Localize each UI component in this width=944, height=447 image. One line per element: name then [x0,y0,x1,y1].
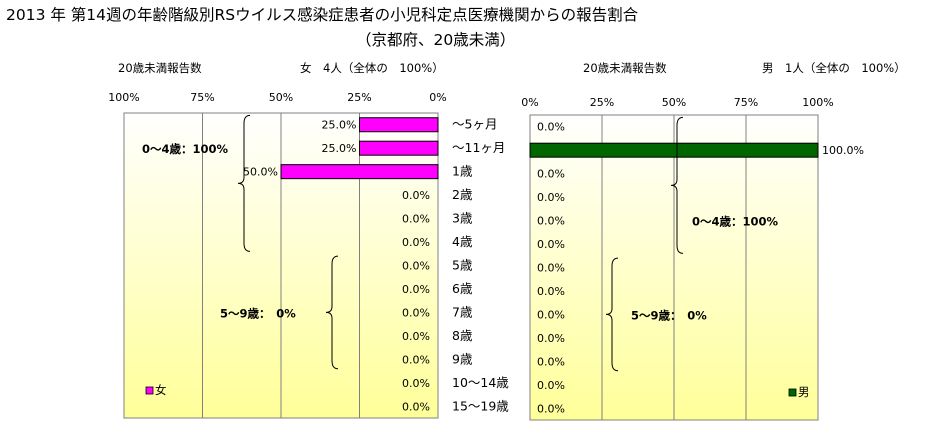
male-bar [529,142,819,158]
chart-title: 2013 年 第14週の年齢階級別RSウイルス感染症患者の小児科定点医療機関から… [6,6,639,24]
female-value-label: 0.0% [402,283,430,296]
male-value-label: 0.0% [537,308,565,321]
chart-subtitle: （京都府、20歳未満） [356,31,515,49]
right-annotation-5-9: 5～9歳： 0% [631,308,707,322]
female-value-label: 0.0% [402,189,430,202]
right-annotation-0-4: 0～4歳：100% [692,215,779,229]
left-tick-label: 75% [190,91,214,104]
male-value-label: 100.0% [822,144,864,157]
female-value-label: 0.0% [402,400,430,413]
category-label: 2歳 [452,187,473,202]
female-value-label: 25.0% [322,142,357,155]
category-label: 15～19歳 [452,398,509,413]
left-tick-label: 25% [347,91,371,104]
female-value-label: 0.0% [402,213,430,226]
right-brace-5-9 [605,257,619,372]
right-brace-0-4 [670,116,684,254]
right-count-label: 20歳未満報告数 [583,61,667,75]
female-legend-swatch [145,386,154,395]
category-label: 1歳 [452,164,473,179]
left-brace-0-4 [237,114,251,252]
male-value-label: 0.0% [537,285,565,298]
female-value-label: 0.0% [402,330,430,343]
right-tick-label: 100% [802,96,833,109]
left-annotation-0-4: 0～4歳：100% [142,142,229,156]
category-label: 7歳 [452,304,473,319]
female-legend-label: 女 [155,383,167,397]
category-label: 6歳 [452,281,473,296]
male-legend-label: 男 [798,385,810,399]
right-tick-label: 25% [590,96,614,109]
category-label: 10～14歳 [452,375,509,390]
category-label: 5歳 [452,258,473,273]
right-total-label: 男 1人（全体の 100%） [762,61,906,75]
left-total-label: 女 4人（全体の 100%） [300,61,444,75]
male-value-label: 0.0% [537,379,565,392]
male-value-label: 0.0% [537,191,565,204]
left-tick-label: 0% [429,91,446,104]
left-tick-label: 100% [108,91,139,104]
category-label: 3歳 [452,211,473,226]
female-value-label: 0.0% [402,236,430,249]
male-value-label: 0.0% [537,332,565,345]
category-label: 8歳 [452,328,473,343]
male-legend-swatch [788,388,797,397]
male-value-label: 0.0% [537,121,565,134]
female-value-label: 0.0% [402,377,430,390]
female-value-label: 50.0% [243,166,278,179]
female-value-label: 0.0% [402,260,430,273]
right-tick-label: 0% [521,96,538,109]
category-label: ～11ヶ月 [452,140,505,155]
female-bar [280,164,439,180]
male-value-label: 0.0% [537,402,565,415]
left-annotation-5-9: 5～9歳： 0% [220,306,296,320]
male-value-label: 0.0% [537,262,565,275]
female-bar [359,117,439,133]
male-value-label: 0.0% [537,215,565,228]
male-value-label: 0.0% [537,168,565,181]
female-value-label: 0.0% [402,306,430,319]
female-bar [359,140,439,156]
female-value-label: 25.0% [322,119,357,132]
male-value-label: 0.0% [537,355,565,368]
male-value-label: 0.0% [537,238,565,251]
category-label: 4歳 [452,234,473,249]
left-tick-label: 50% [269,91,293,104]
left-count-label: 20歳未満報告数 [118,61,202,75]
female-value-label: 0.0% [402,353,430,366]
right-tick-label: 75% [734,96,758,109]
left-brace-5-9 [325,255,339,370]
category-label: 9歳 [452,351,473,366]
right-tick-label: 50% [662,96,686,109]
category-label: ～5ヶ月 [452,117,497,132]
